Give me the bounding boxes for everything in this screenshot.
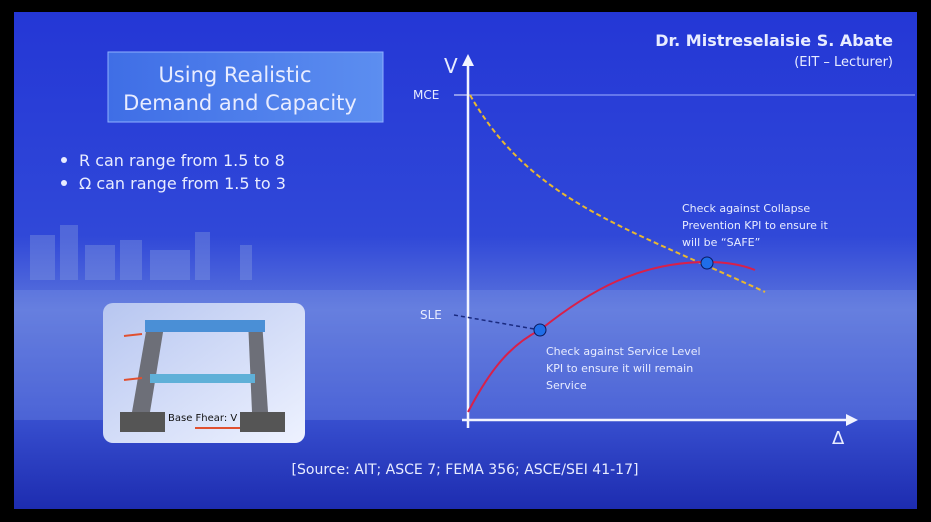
service-note: Check against Service Level (546, 345, 701, 358)
frame-figure: Base Fhear: V (103, 303, 305, 443)
skyline (30, 225, 252, 280)
bullet-dot (61, 180, 67, 186)
title-line: Demand and Capacity (123, 91, 357, 115)
service-point (533, 323, 547, 337)
collapse-note: Prevention KPI to ensure it (682, 219, 828, 232)
y-axis-label: V (444, 54, 458, 78)
source: [Source: AIT; ASCE 7; FEMA 356; ASCE/SEI… (292, 462, 639, 478)
capacity-curve (467, 260, 756, 413)
sle-line (453, 314, 541, 331)
collapse-note: will be “SAFE” (682, 236, 760, 249)
service-note: KPI to ensure it will remain (546, 362, 693, 375)
demand-curve (469, 94, 766, 293)
level-label: MCE (413, 88, 439, 102)
title-box (107, 51, 384, 123)
collapse-point (700, 256, 714, 270)
diagram: V Δ MCE SLE Check against Collapse Preve… (413, 54, 915, 449)
level-label: SLE (420, 308, 442, 322)
y-arrow (462, 54, 474, 66)
x-axis-label: Δ (832, 428, 845, 449)
service-note: Service (546, 379, 587, 392)
author: Dr. Mistreselaisie S. Abate (655, 31, 893, 50)
collapse-note: Check against Collapse (682, 202, 810, 215)
bullet: Ω can range from 1.5 to 3 (79, 174, 286, 193)
author-role: (EIT – Lecturer) (794, 55, 893, 70)
bullet: R can range from 1.5 to 8 (79, 151, 285, 170)
figure-label: Base Fhear: V (168, 413, 237, 424)
title-line: Using Realistic (158, 63, 311, 87)
bullet-dot (61, 157, 67, 163)
x-arrow (846, 414, 858, 426)
